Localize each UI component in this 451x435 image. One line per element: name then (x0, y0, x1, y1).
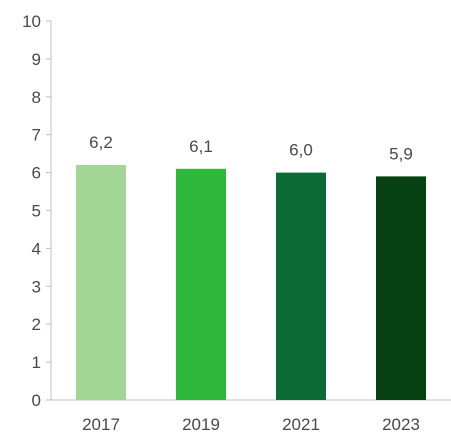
y-tick-label: 5 (32, 202, 41, 221)
data-labels: 6,2 6,1 6,0 5,9 (89, 133, 413, 163)
data-label: 6,2 (89, 133, 113, 152)
bars (76, 165, 426, 400)
x-tick-label: 2017 (82, 415, 120, 434)
bar-2021 (276, 172, 326, 400)
bar-2017 (76, 165, 126, 400)
x-tick-label: 2021 (282, 415, 320, 434)
bar-2019 (176, 168, 226, 400)
y-tick-label: 8 (32, 88, 41, 107)
x-axis-labels: 2017 2019 2021 2023 (82, 415, 420, 434)
y-tick-label: 2 (32, 315, 41, 334)
y-tick-label: 10 (22, 12, 41, 31)
x-tick-label: 2023 (382, 415, 420, 434)
y-tick-label: 4 (32, 239, 41, 258)
bar-2023 (376, 176, 426, 400)
data-label: 6,0 (289, 141, 313, 160)
y-axis-ticks: 0 1 2 3 4 5 6 7 8 9 10 (22, 12, 51, 410)
y-tick-label: 9 (32, 50, 41, 69)
y-tick-label: 0 (32, 391, 41, 410)
y-tick-label: 3 (32, 277, 41, 296)
x-tick-label: 2019 (182, 415, 220, 434)
data-label: 6,1 (189, 137, 213, 156)
y-tick-label: 1 (32, 353, 41, 372)
y-tick-label: 7 (32, 126, 41, 145)
data-label: 5,9 (389, 144, 413, 163)
y-tick-label: 6 (32, 164, 41, 183)
